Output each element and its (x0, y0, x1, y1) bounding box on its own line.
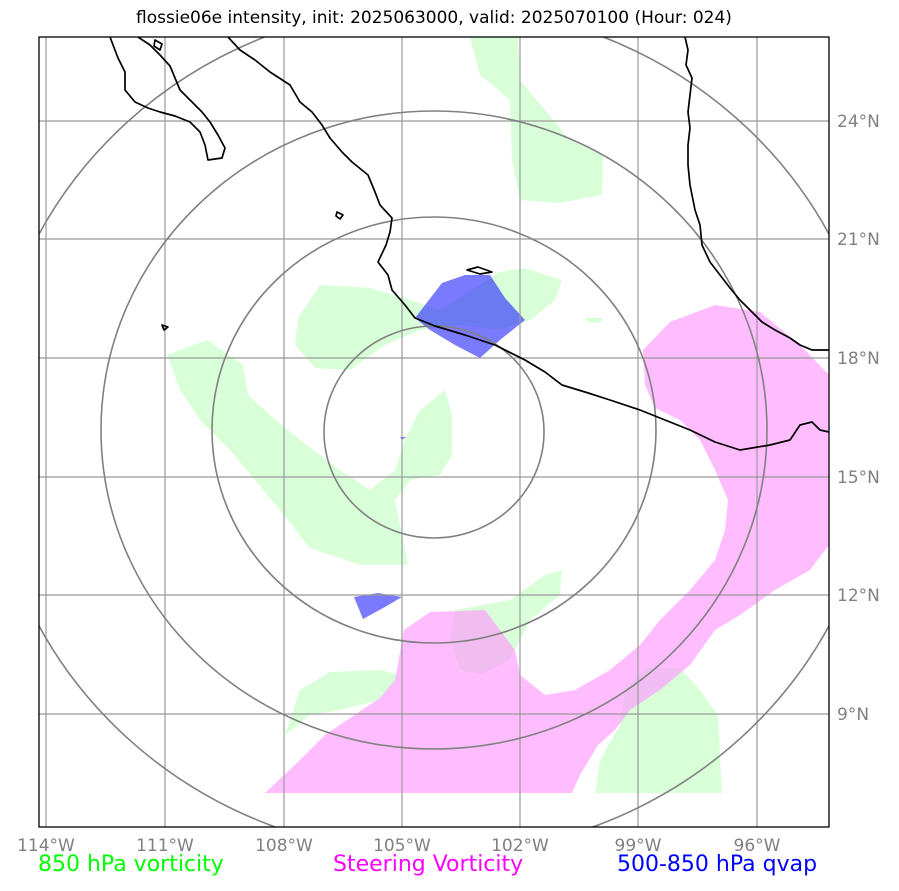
steering-vorticity-region (265, 305, 829, 793)
lat-label: 9°N (837, 705, 869, 725)
lat-label: 21°N (837, 230, 880, 250)
vorticity-850-fields (167, 37, 722, 793)
range-rings (39, 37, 829, 827)
lon-label: 108°W (255, 836, 313, 856)
steering-vorticity-fields (265, 305, 829, 793)
lon-label: 102°W (491, 836, 549, 856)
coastline-tiburon (153, 39, 163, 51)
lat-label: 15°N (837, 468, 880, 488)
lon-label: 105°W (373, 836, 431, 856)
map-frame (38, 36, 830, 828)
lon-label: 114°W (17, 836, 75, 856)
legend-850-vorticity: 850 hPa vorticity (38, 852, 224, 877)
vorticity-850-region (470, 37, 603, 203)
vorticity-850-region (285, 670, 400, 735)
lon-label: 96°W (734, 836, 781, 856)
lon-label: 99°W (615, 836, 662, 856)
qvap-region (400, 437, 406, 440)
latitude-labels: 24°N 21°N 18°N 15°N 12°N 9°N (837, 112, 880, 725)
range-ring-2 (211, 216, 657, 644)
map-plot-area (39, 37, 829, 827)
lat-label: 18°N (837, 349, 880, 369)
qvap-region (354, 593, 402, 619)
range-ring-3 (100, 110, 768, 750)
coastline-mexico-mainland (227, 37, 829, 451)
vorticity-850-region (585, 318, 603, 323)
lon-label: 111°W (136, 836, 194, 856)
legend-qvap: 500-850 hPa qvap (617, 852, 818, 877)
coastline-chapala (466, 266, 493, 275)
coastline-socorro (161, 324, 169, 331)
lat-label: 24°N (837, 112, 880, 132)
graticule (39, 37, 829, 827)
coastlines (109, 37, 829, 451)
vorticity-850-region (167, 340, 452, 565)
coastline-gulf-east (684, 37, 829, 351)
coastline-baja-california (109, 37, 226, 161)
coastline-islas-marias (335, 211, 344, 220)
map-title: flossie06e intensity, init: 2025063000, … (136, 8, 732, 28)
longitude-labels: 114°W 111°W 108°W 105°W 102°W 99°W 96°W (17, 836, 781, 856)
lat-label: 12°N (837, 586, 880, 606)
qvap-region (415, 275, 525, 358)
legend-steering-vorticity: Steering Vorticity (333, 852, 524, 877)
